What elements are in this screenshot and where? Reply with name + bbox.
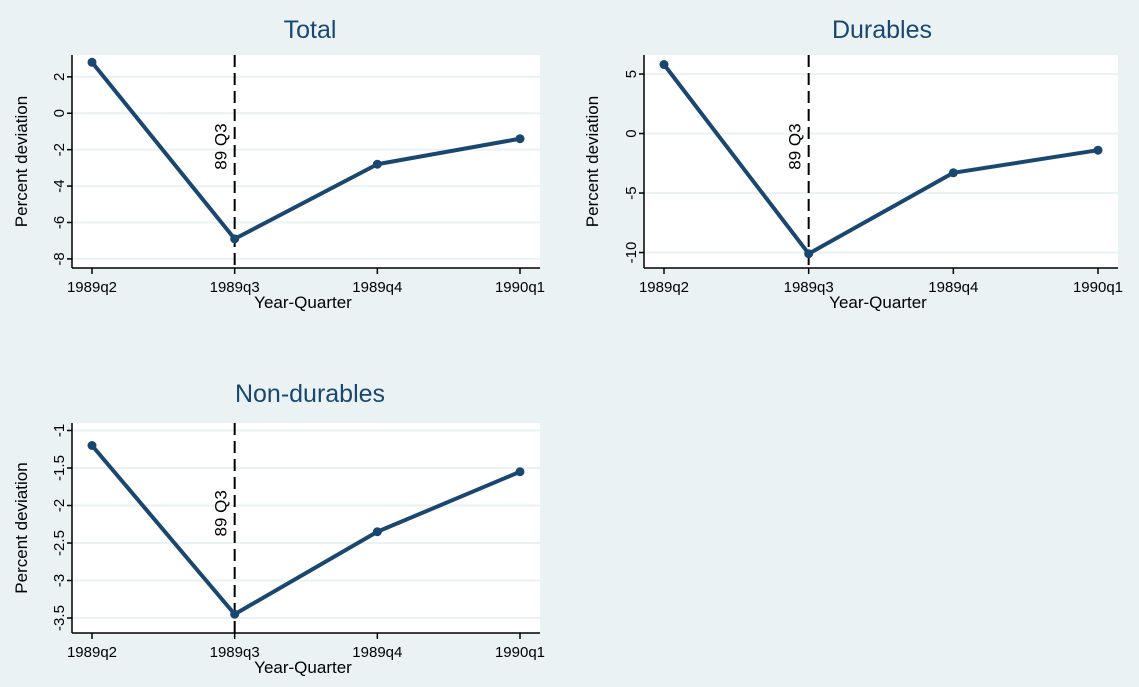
chart-panel-2: -10 -5 0 5 1989q2 1989q3 1989q4 1990q1 89 Q3 Dura… — [583, 16, 1123, 312]
reference-line-label: 89 Q3 — [212, 490, 231, 536]
y-tick-label: -2 — [51, 143, 68, 156]
x-tick-label: 1989q3 — [784, 279, 834, 296]
x-axis-label: Year-Quarter — [254, 658, 352, 677]
data-point — [1093, 145, 1103, 155]
data-point — [87, 57, 97, 67]
y-tick-label: -8 — [51, 252, 68, 265]
y-axis-label: Percent deviation — [12, 96, 31, 227]
chart-title: Durables — [832, 16, 932, 44]
plot-area — [72, 55, 540, 268]
x-tick-label: 1989q4 — [928, 279, 978, 296]
x-tick-label: 1989q2 — [639, 279, 689, 296]
y-tick-label: -2 — [51, 499, 68, 512]
data-point — [948, 168, 958, 178]
y-tick-label: 2 — [51, 73, 68, 81]
data-point — [372, 159, 382, 169]
chart-title: Total — [284, 16, 337, 44]
series-line — [662, 63, 1099, 256]
y-tick-label: -3 — [51, 574, 68, 587]
chart-panel-1: -8 -6 -4 -2 0 2 1989q2 1989q3 1989q4 1990q1 89 Q3 T… — [12, 16, 545, 312]
plot-area — [72, 423, 540, 633]
data-point — [659, 60, 669, 70]
x-tick-label: 1989q4 — [352, 279, 402, 296]
x-tick-label: 1990q1 — [495, 279, 545, 296]
y-axis-label: Percent deviation — [583, 96, 602, 227]
data-point — [804, 249, 814, 259]
y-tick-label: 0 — [623, 129, 640, 137]
y-tick-label: -4 — [51, 179, 68, 192]
y-tick-label: -10 — [623, 242, 640, 264]
y-tick-label: -1 — [51, 424, 68, 437]
y-tick-label: -2.5 — [51, 530, 68, 556]
y-tick-label: 0 — [51, 109, 68, 117]
x-tick-label: 1989q2 — [67, 279, 117, 296]
x-tick-label: 1989q2 — [67, 644, 117, 661]
y-tick-label: -3.5 — [51, 605, 68, 631]
data-point — [87, 441, 97, 450]
data-point — [230, 609, 240, 619]
data-point — [230, 234, 240, 244]
series-line — [90, 61, 521, 241]
x-axis-label: Year-Quarter — [254, 293, 352, 312]
chart-panel-3: -3.5 -3 -2.5 -2 -1.5 -1 1989q2 1989q3 1989q4 1990… — [12, 380, 545, 677]
y-tick-label: 5 — [623, 70, 640, 78]
reference-line-label: 89 Q3 — [212, 123, 231, 169]
plot-area — [644, 55, 1118, 268]
y-axis-label: Percent deviation — [12, 462, 31, 593]
data-point — [515, 134, 525, 144]
series-line — [90, 444, 521, 617]
reference-line-label: 89 Q3 — [786, 123, 805, 169]
x-tick-label: 1990q1 — [495, 644, 545, 661]
y-tick-label: -6 — [51, 216, 68, 229]
data-point — [372, 527, 382, 537]
y-tick-label: -5 — [623, 186, 640, 199]
x-tick-label: 1989q4 — [352, 644, 402, 661]
x-tick-label: 1989q3 — [210, 279, 260, 296]
x-axis-label: Year-Quarter — [829, 293, 927, 312]
chart-title: Non-durables — [235, 380, 385, 408]
x-tick-label: 1990q1 — [1073, 279, 1123, 296]
x-tick-label: 1989q3 — [210, 644, 260, 661]
data-point — [515, 467, 525, 477]
y-tick-label: -1.5 — [51, 455, 68, 481]
